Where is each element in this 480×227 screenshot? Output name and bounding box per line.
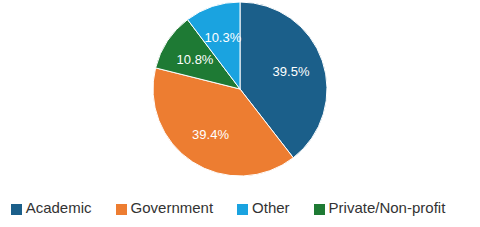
- svg-text:39.4%: 39.4%: [192, 127, 229, 142]
- html-text:Government: Government: [130, 199, 214, 216]
- svg-text:10.8%: 10.8%: [177, 52, 214, 67]
- svg-text:10.3%: 10.3%: [204, 30, 241, 45]
- html-text:Private/Non-profit: Private/Non-profit: [328, 199, 446, 216]
- html-text:Academic: Academic: [25, 199, 92, 216]
- svg-text:39.5%: 39.5%: [273, 64, 310, 79]
- html-text:Other: Other: [252, 199, 290, 216]
